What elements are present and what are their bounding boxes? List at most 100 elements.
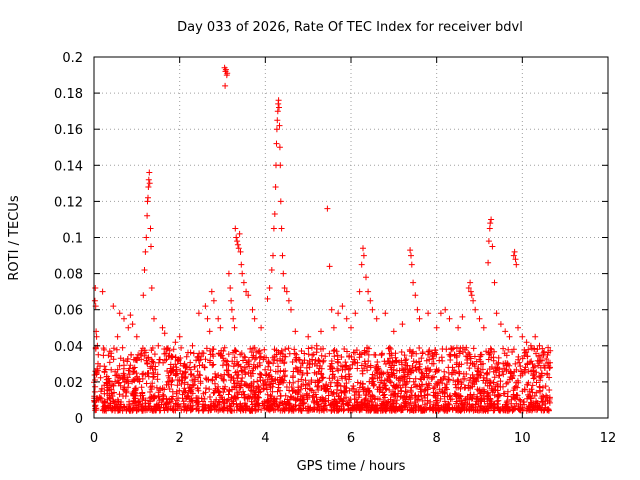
data-point xyxy=(220,405,227,412)
data-point xyxy=(95,351,102,358)
data-point xyxy=(93,333,100,340)
data-point xyxy=(173,390,180,397)
y-axis: 0 0.02 0.04 0.06 0.08 0.1 0.12 0.14 0.16 0.18 0.2 xyxy=(54,51,608,427)
data-point xyxy=(374,405,381,411)
data-point xyxy=(175,357,182,363)
data-point xyxy=(151,394,158,401)
data-point xyxy=(427,398,434,405)
data-point xyxy=(288,306,294,313)
data-point xyxy=(318,352,325,359)
y-tick-label: 0.12 xyxy=(54,195,83,210)
x-tick-label: 4 xyxy=(261,431,269,446)
data-point xyxy=(395,390,402,397)
data-point xyxy=(301,350,308,357)
data-point xyxy=(465,382,472,389)
data-point xyxy=(207,394,213,400)
data-point xyxy=(425,310,432,317)
data-point xyxy=(455,378,462,385)
data-point xyxy=(234,241,241,248)
data-point xyxy=(363,392,370,399)
data-point xyxy=(155,393,162,400)
data-point xyxy=(106,359,113,366)
data-point xyxy=(157,407,164,414)
data-point xyxy=(245,357,252,364)
x-axis-label: GPS time / hours xyxy=(297,459,406,474)
data-point xyxy=(515,379,522,386)
data-point xyxy=(223,367,230,374)
data-point xyxy=(363,403,370,410)
data-point xyxy=(164,378,171,385)
data-point xyxy=(110,382,117,389)
data-point xyxy=(129,400,136,407)
data-point xyxy=(418,376,425,383)
data-point xyxy=(445,369,452,376)
data-point xyxy=(474,407,481,414)
data-point xyxy=(501,390,508,397)
data-point xyxy=(124,376,131,383)
data-point xyxy=(285,345,292,352)
data-point xyxy=(267,367,274,374)
data-point xyxy=(387,346,394,352)
data-point xyxy=(446,351,453,358)
data-point xyxy=(217,324,224,331)
data-point xyxy=(221,386,228,393)
data-point xyxy=(94,395,101,402)
data-point xyxy=(497,384,504,390)
data-point xyxy=(510,394,517,401)
data-point xyxy=(246,382,253,389)
data-point xyxy=(496,372,503,379)
data-point xyxy=(457,385,464,392)
data-point xyxy=(416,315,423,322)
data-point xyxy=(434,390,441,397)
data-point xyxy=(114,333,121,340)
data-point xyxy=(363,274,369,281)
data-point xyxy=(302,377,309,384)
data-point xyxy=(452,369,459,376)
data-point xyxy=(374,359,381,365)
data-point xyxy=(135,406,142,413)
data-point xyxy=(120,365,127,372)
data-point xyxy=(270,252,276,259)
data-point xyxy=(306,364,313,371)
data-point xyxy=(228,297,235,304)
data-point xyxy=(308,377,315,384)
data-points xyxy=(91,64,554,414)
data-point xyxy=(491,374,498,381)
data-point xyxy=(314,383,321,390)
data-point xyxy=(292,364,299,371)
data-point xyxy=(442,306,449,313)
data-point xyxy=(221,400,228,407)
data-point xyxy=(290,379,297,386)
data-point xyxy=(128,351,135,358)
data-point xyxy=(503,380,510,387)
data-point xyxy=(485,259,492,266)
data-point xyxy=(148,243,154,250)
data-point xyxy=(149,345,156,351)
data-point xyxy=(313,394,320,401)
data-point xyxy=(202,303,209,310)
data-point xyxy=(369,402,375,409)
data-point xyxy=(286,387,293,394)
data-point xyxy=(249,367,256,374)
data-point xyxy=(115,380,122,387)
data-point xyxy=(447,357,454,363)
data-point xyxy=(126,371,133,378)
data-point xyxy=(386,373,393,380)
data-point xyxy=(511,248,518,255)
data-point xyxy=(544,407,551,414)
data-point xyxy=(379,400,386,407)
data-point xyxy=(241,353,248,360)
data-point xyxy=(175,356,182,363)
data-point xyxy=(174,382,181,389)
data-point xyxy=(390,328,397,335)
data-point xyxy=(354,359,361,366)
data-point xyxy=(315,379,322,386)
y-tick-label: 0.04 xyxy=(54,340,83,355)
data-point xyxy=(463,395,469,402)
data-point xyxy=(211,389,218,396)
data-point xyxy=(282,346,289,353)
data-point xyxy=(250,361,257,368)
data-point xyxy=(530,364,537,371)
data-point xyxy=(487,345,494,352)
data-point xyxy=(472,306,479,313)
